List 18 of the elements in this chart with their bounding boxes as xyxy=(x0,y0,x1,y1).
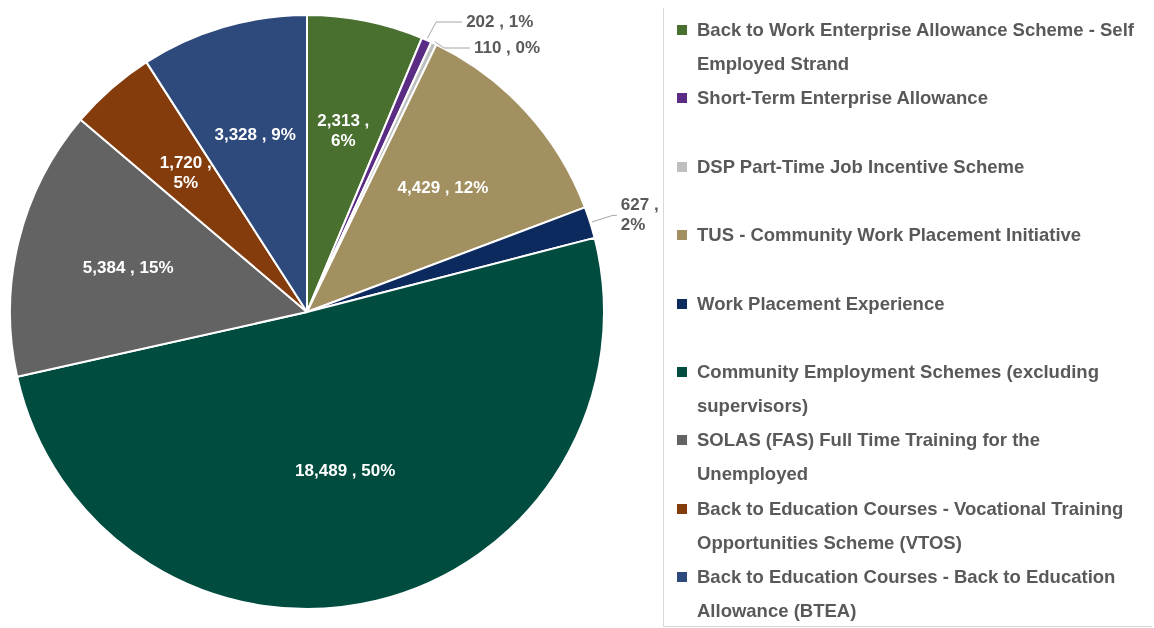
legend-label: Community Employment Schemes (excluding supervisors) xyxy=(697,359,1100,418)
legend-label: SOLAS (FAS) Full Time Training for the Unemployed xyxy=(697,428,1041,487)
data-label: 3,328 , 9% xyxy=(214,125,296,145)
legend-label: Back to Work Enterprise Allowance Scheme - Self Employed Strand xyxy=(697,18,1135,76)
data-label: 1,720 , 5% xyxy=(159,153,212,193)
data-label: 5,384 , 15% xyxy=(82,257,174,277)
data-label: 627 , 2% xyxy=(620,195,659,235)
legend-label: Short-Term Enterprise Allowance xyxy=(697,86,988,111)
data-label: 110 , 0% xyxy=(473,37,541,57)
legend-label: Back to Education Courses - Back to Education Allowance (BTEA) xyxy=(697,565,1117,624)
data-label: 202 , 1% xyxy=(466,11,534,31)
data-label: 2,313 , 6% xyxy=(317,111,370,151)
data-label: 4,429 , 12% xyxy=(397,177,489,197)
legend-label: TUS - Community Work Placement Initiative xyxy=(697,223,1082,248)
legend-label: DSP Part-Time Job Incentive Scheme xyxy=(697,154,1025,179)
legend-label: Back to Education Courses - Vocational Training Opportunities Scheme (VTOS) xyxy=(697,496,1125,555)
legend-label: Work Placement Experience xyxy=(697,291,945,316)
data-label: 18,489 , 50% xyxy=(295,460,396,480)
